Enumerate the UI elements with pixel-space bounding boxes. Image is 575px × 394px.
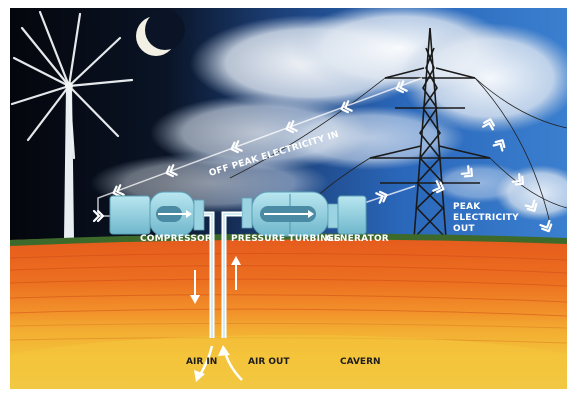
peak-out-label-1: PEAK xyxy=(453,202,481,212)
diagram-canvas: OFF PEAK ELECTRICITY IN PEAK ELECTRICITY… xyxy=(10,8,567,389)
earth-layers xyxy=(10,235,567,389)
air-in-arrow xyxy=(190,270,214,382)
air-pipes xyxy=(204,211,242,338)
ground-surface xyxy=(10,233,567,246)
turbine-icon xyxy=(241,191,329,237)
wind-turbine-icon xyxy=(10,10,134,240)
peak-out-label-3: OUT xyxy=(453,224,475,234)
cavern-label: CAVERN xyxy=(340,357,381,367)
air-in-label: AIR IN xyxy=(186,357,217,367)
compressor-icon xyxy=(109,191,205,237)
power-cables xyxy=(229,77,567,224)
caes-diagram: OFF PEAK ELECTRICITY IN PEAK ELECTRICITY… xyxy=(10,8,567,389)
air-out-label: AIR OUT xyxy=(248,357,290,367)
peak-out-label-2: ELECTRICITY xyxy=(453,213,519,223)
moon-icon xyxy=(136,10,185,56)
air-out-arrow xyxy=(218,256,243,381)
off-peak-flow xyxy=(92,77,423,223)
generator-icon xyxy=(327,195,367,235)
pylon-icon xyxy=(369,27,491,239)
cavern-region xyxy=(10,335,567,389)
generator-label: GENERATOR xyxy=(326,234,389,244)
pressure-turbines-label: PRESSURE TURBINES xyxy=(231,234,341,244)
compressor-label: COMPRESSOR xyxy=(140,234,212,244)
